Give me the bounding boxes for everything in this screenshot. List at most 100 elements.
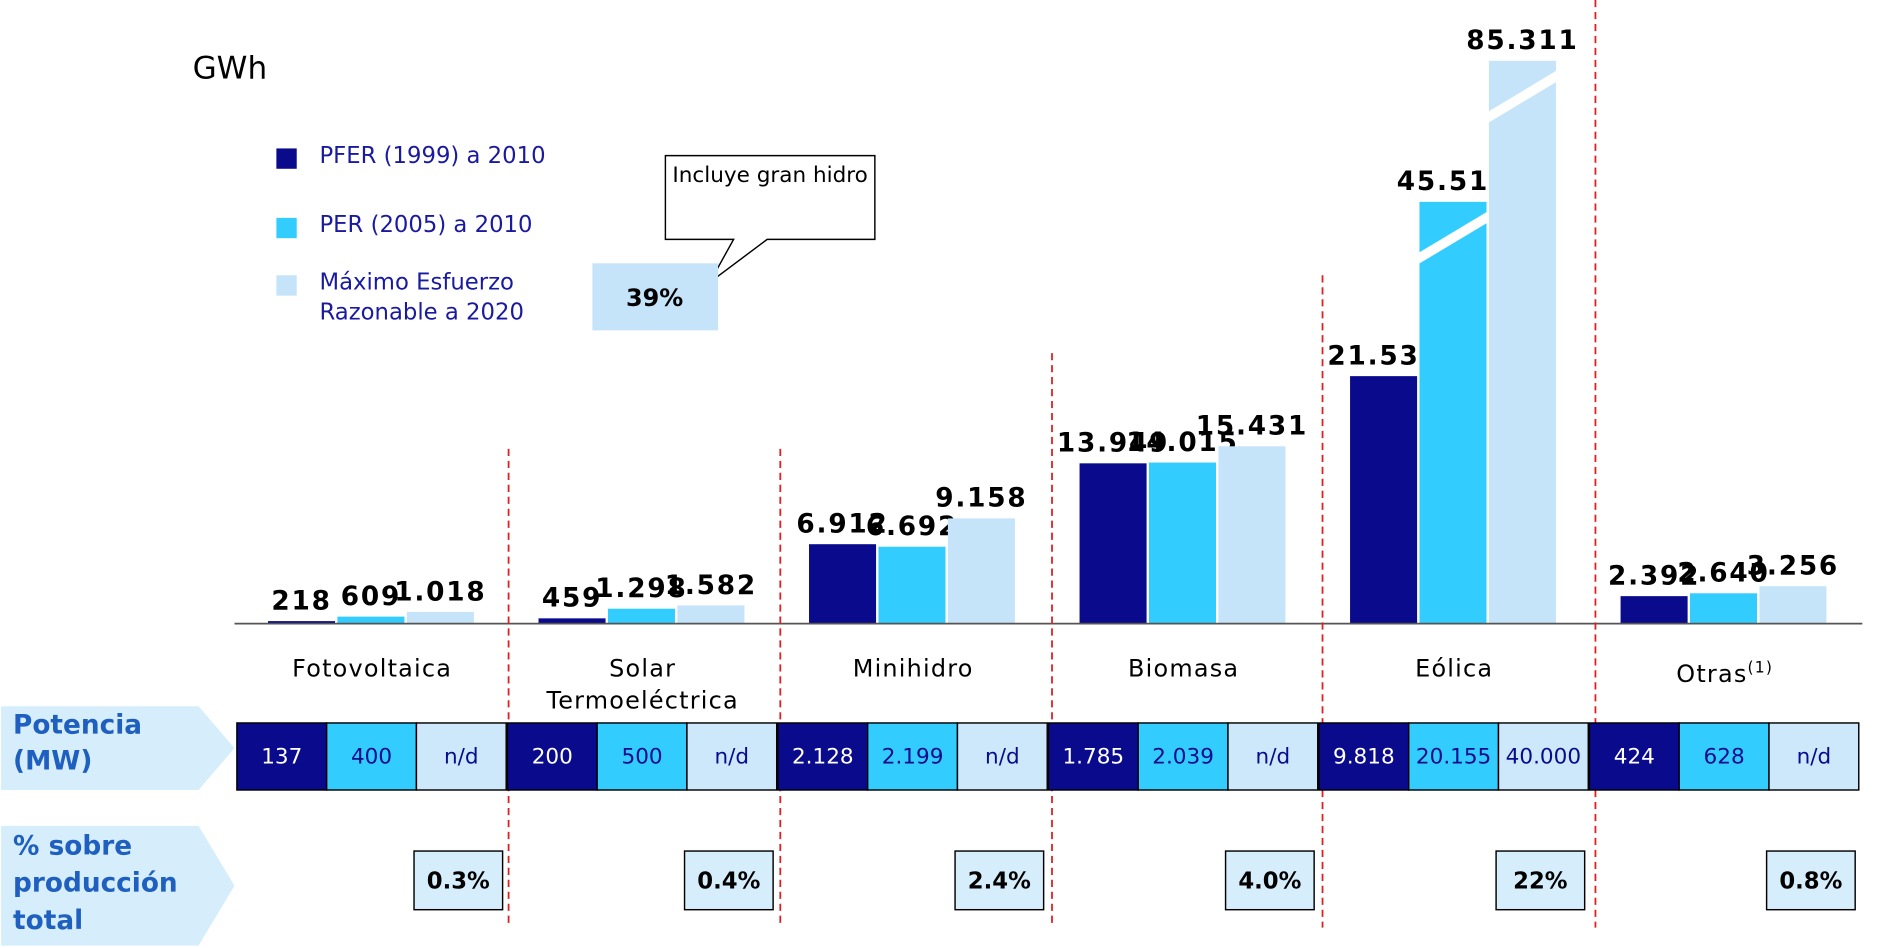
- data-label: 2.640: [1677, 559, 1769, 589]
- category-label: Fotovoltaica: [292, 653, 453, 683]
- bar: [1350, 376, 1418, 624]
- share-box: [413, 850, 504, 911]
- bar: [947, 518, 1015, 624]
- data-label: 3.256: [1747, 552, 1839, 582]
- legend-label-box: PER (2005) a 2010: [319, 211, 533, 239]
- category-label-box: Solar Termoeléctrica: [546, 654, 737, 715]
- power-cell: [1588, 722, 1680, 791]
- bar: [268, 621, 336, 624]
- power-value: 500: [621, 745, 662, 770]
- power-cell: [686, 722, 778, 791]
- share-box: [1495, 850, 1586, 911]
- footnote-marker: (1): [1747, 659, 1774, 678]
- power-value: 628: [1704, 745, 1745, 770]
- bar: [878, 546, 946, 624]
- data-label: 1.582: [665, 571, 757, 601]
- axis-break: [1484, 71, 1561, 123]
- bar: [809, 544, 877, 624]
- power-cell: [1047, 722, 1139, 791]
- power-cell: [1407, 722, 1500, 791]
- power-cell: [1227, 722, 1319, 791]
- power-value: 2.199: [882, 745, 944, 770]
- bar: [1690, 593, 1758, 624]
- legend-extra-box: [592, 263, 719, 331]
- row-label-box: % sobre producción total: [13, 831, 178, 937]
- bar: [1759, 586, 1827, 624]
- bar: [1218, 446, 1286, 624]
- category-label: Eólica: [1415, 653, 1494, 683]
- row-arrow: [1, 825, 235, 946]
- row-label-box: Potencia (MW): [13, 711, 143, 777]
- data-label: 218: [271, 586, 331, 616]
- share-box: [1765, 850, 1856, 911]
- category-label: Otras(1): [1676, 659, 1774, 688]
- legend-swatch: [276, 275, 297, 296]
- power-cell: [236, 722, 328, 791]
- power-value: n/d: [444, 745, 479, 770]
- data-label: 85.311: [1466, 26, 1578, 56]
- power-value: 9.818: [1333, 745, 1395, 770]
- bar: [1419, 201, 1487, 624]
- power-value: 1.785: [1062, 745, 1124, 770]
- share-label: 0.4%: [697, 869, 760, 895]
- legend-swatch: [276, 148, 297, 169]
- power-value: 424: [1614, 745, 1655, 770]
- share-box: [683, 850, 774, 911]
- power-value: n/d: [715, 745, 750, 770]
- bar: [406, 611, 474, 624]
- legend-label: PFER (1999) a 2010: [319, 142, 546, 169]
- power-value: 400: [351, 745, 392, 770]
- share-label: 2.4%: [968, 869, 1031, 895]
- legend-extra-label: 39%: [626, 284, 683, 312]
- power-value: 137: [261, 745, 302, 770]
- data-label: 2.392: [1608, 561, 1700, 591]
- unit-label: GWh: [193, 50, 268, 86]
- power-cell: [596, 722, 688, 791]
- row-label: % sobre producción total: [13, 831, 178, 937]
- bar: [337, 616, 405, 624]
- power-cell: [777, 722, 869, 791]
- power-cell: [1137, 722, 1229, 791]
- bar: [1620, 596, 1688, 624]
- share-box: [954, 850, 1045, 911]
- legend-label: PER (2005) a 2010: [319, 211, 533, 239]
- data-label: 1.018: [394, 577, 486, 607]
- data-label: 6.692: [866, 512, 958, 542]
- row-label: Potencia (MW): [13, 711, 143, 777]
- share-label: 0.3%: [427, 869, 490, 895]
- data-label: 6.912: [796, 510, 888, 540]
- power-value: 2.128: [792, 745, 854, 770]
- power-value: 2.039: [1152, 745, 1214, 770]
- category-label-box: Minihidro: [852, 653, 974, 683]
- data-label: 9.158: [935, 484, 1027, 514]
- power-value: 200: [532, 745, 573, 770]
- category-label-box: Eólica: [1415, 653, 1494, 683]
- callout-text: Incluye gran hidro: [672, 162, 868, 188]
- bar: [538, 618, 606, 624]
- legend-label-box: Máximo Esfuerzo Razonable a 2020: [319, 269, 524, 326]
- power-cell: [1497, 722, 1589, 791]
- row-arrow: [1, 706, 235, 790]
- legend-swatch: [276, 217, 297, 239]
- power-cell: [1768, 722, 1860, 791]
- bar: [1079, 463, 1147, 624]
- share-box: [1224, 850, 1315, 911]
- category-label-box: Otras(1): [1676, 659, 1774, 688]
- bar: [1148, 462, 1216, 624]
- share-label: 4.0%: [1238, 869, 1301, 895]
- bar: [1488, 60, 1556, 624]
- axis-break: [1414, 212, 1492, 264]
- power-value: 40.000: [1506, 745, 1581, 770]
- power-cell: [506, 722, 598, 791]
- callout-text-box: Incluye gran hidro: [672, 162, 868, 188]
- category-label-box: Biomasa: [1128, 654, 1238, 683]
- bar: [607, 608, 675, 624]
- share-label: 0.8%: [1779, 869, 1842, 895]
- data-label: 1.298: [595, 574, 687, 604]
- power-cell: [866, 722, 959, 791]
- legend-label: Máximo Esfuerzo Razonable a 2020: [319, 269, 524, 326]
- power-value: n/d: [1797, 745, 1832, 770]
- category-label: Minihidro: [852, 653, 974, 683]
